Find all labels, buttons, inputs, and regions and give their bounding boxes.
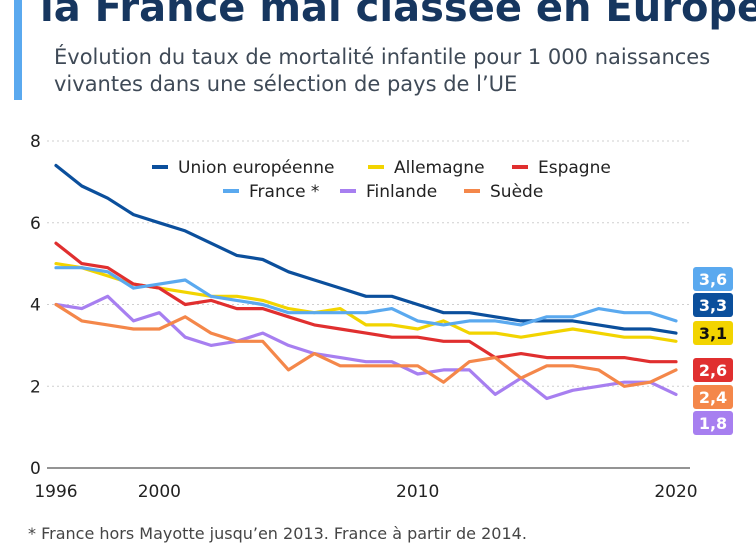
legend-label: Finlande — [366, 182, 437, 202]
legend-label: Suède — [490, 182, 543, 202]
footnote: * France hors Mayotte jusqu’en 2013. Fra… — [28, 524, 527, 543]
x-tick-label: 2000 — [138, 482, 181, 502]
x-tick-label: 2010 — [396, 482, 439, 502]
series-line-espagne — [54, 241, 678, 364]
chart-subtitle: Évolution du taux de mortalité infantile… — [54, 45, 711, 96]
x-tick-label: 1996 — [34, 482, 77, 502]
series-line-suède — [54, 302, 678, 388]
series-line-union-européenne — [54, 163, 678, 335]
end-value-badge — [693, 267, 733, 291]
end-value-label: 3,1 — [699, 324, 727, 343]
y-tick-label: 0 — [30, 459, 41, 479]
legend-label: Allemagne — [394, 158, 485, 178]
end-value-label: 2,4 — [699, 388, 727, 407]
end-value-badge — [693, 358, 733, 382]
end-value-label: 2,6 — [699, 361, 727, 380]
legend-label: France * — [249, 182, 319, 202]
end-value-badge — [693, 411, 733, 435]
end-value-badge — [693, 293, 733, 317]
chart-title: la France mal classée en Europe — [40, 0, 756, 31]
end-value-label: 3,3 — [699, 296, 727, 315]
legend-label: Union européenne — [178, 158, 335, 178]
y-tick-label: 4 — [30, 296, 41, 316]
series-line-finlande — [54, 294, 678, 401]
end-value-label: 3,6 — [699, 270, 727, 289]
x-tick-label: 2020 — [654, 482, 697, 502]
end-value-badge — [693, 321, 733, 345]
end-value-label: 1,8 — [699, 414, 727, 433]
legend-background — [143, 150, 610, 211]
title-accent-bar — [14, 0, 22, 100]
legend-label: Espagne — [538, 158, 611, 178]
y-tick-label: 2 — [30, 377, 41, 397]
series-line-france — [54, 266, 678, 327]
y-tick-label: 6 — [30, 214, 41, 234]
end-value-badge — [693, 385, 733, 409]
y-tick-label: 8 — [30, 132, 41, 152]
